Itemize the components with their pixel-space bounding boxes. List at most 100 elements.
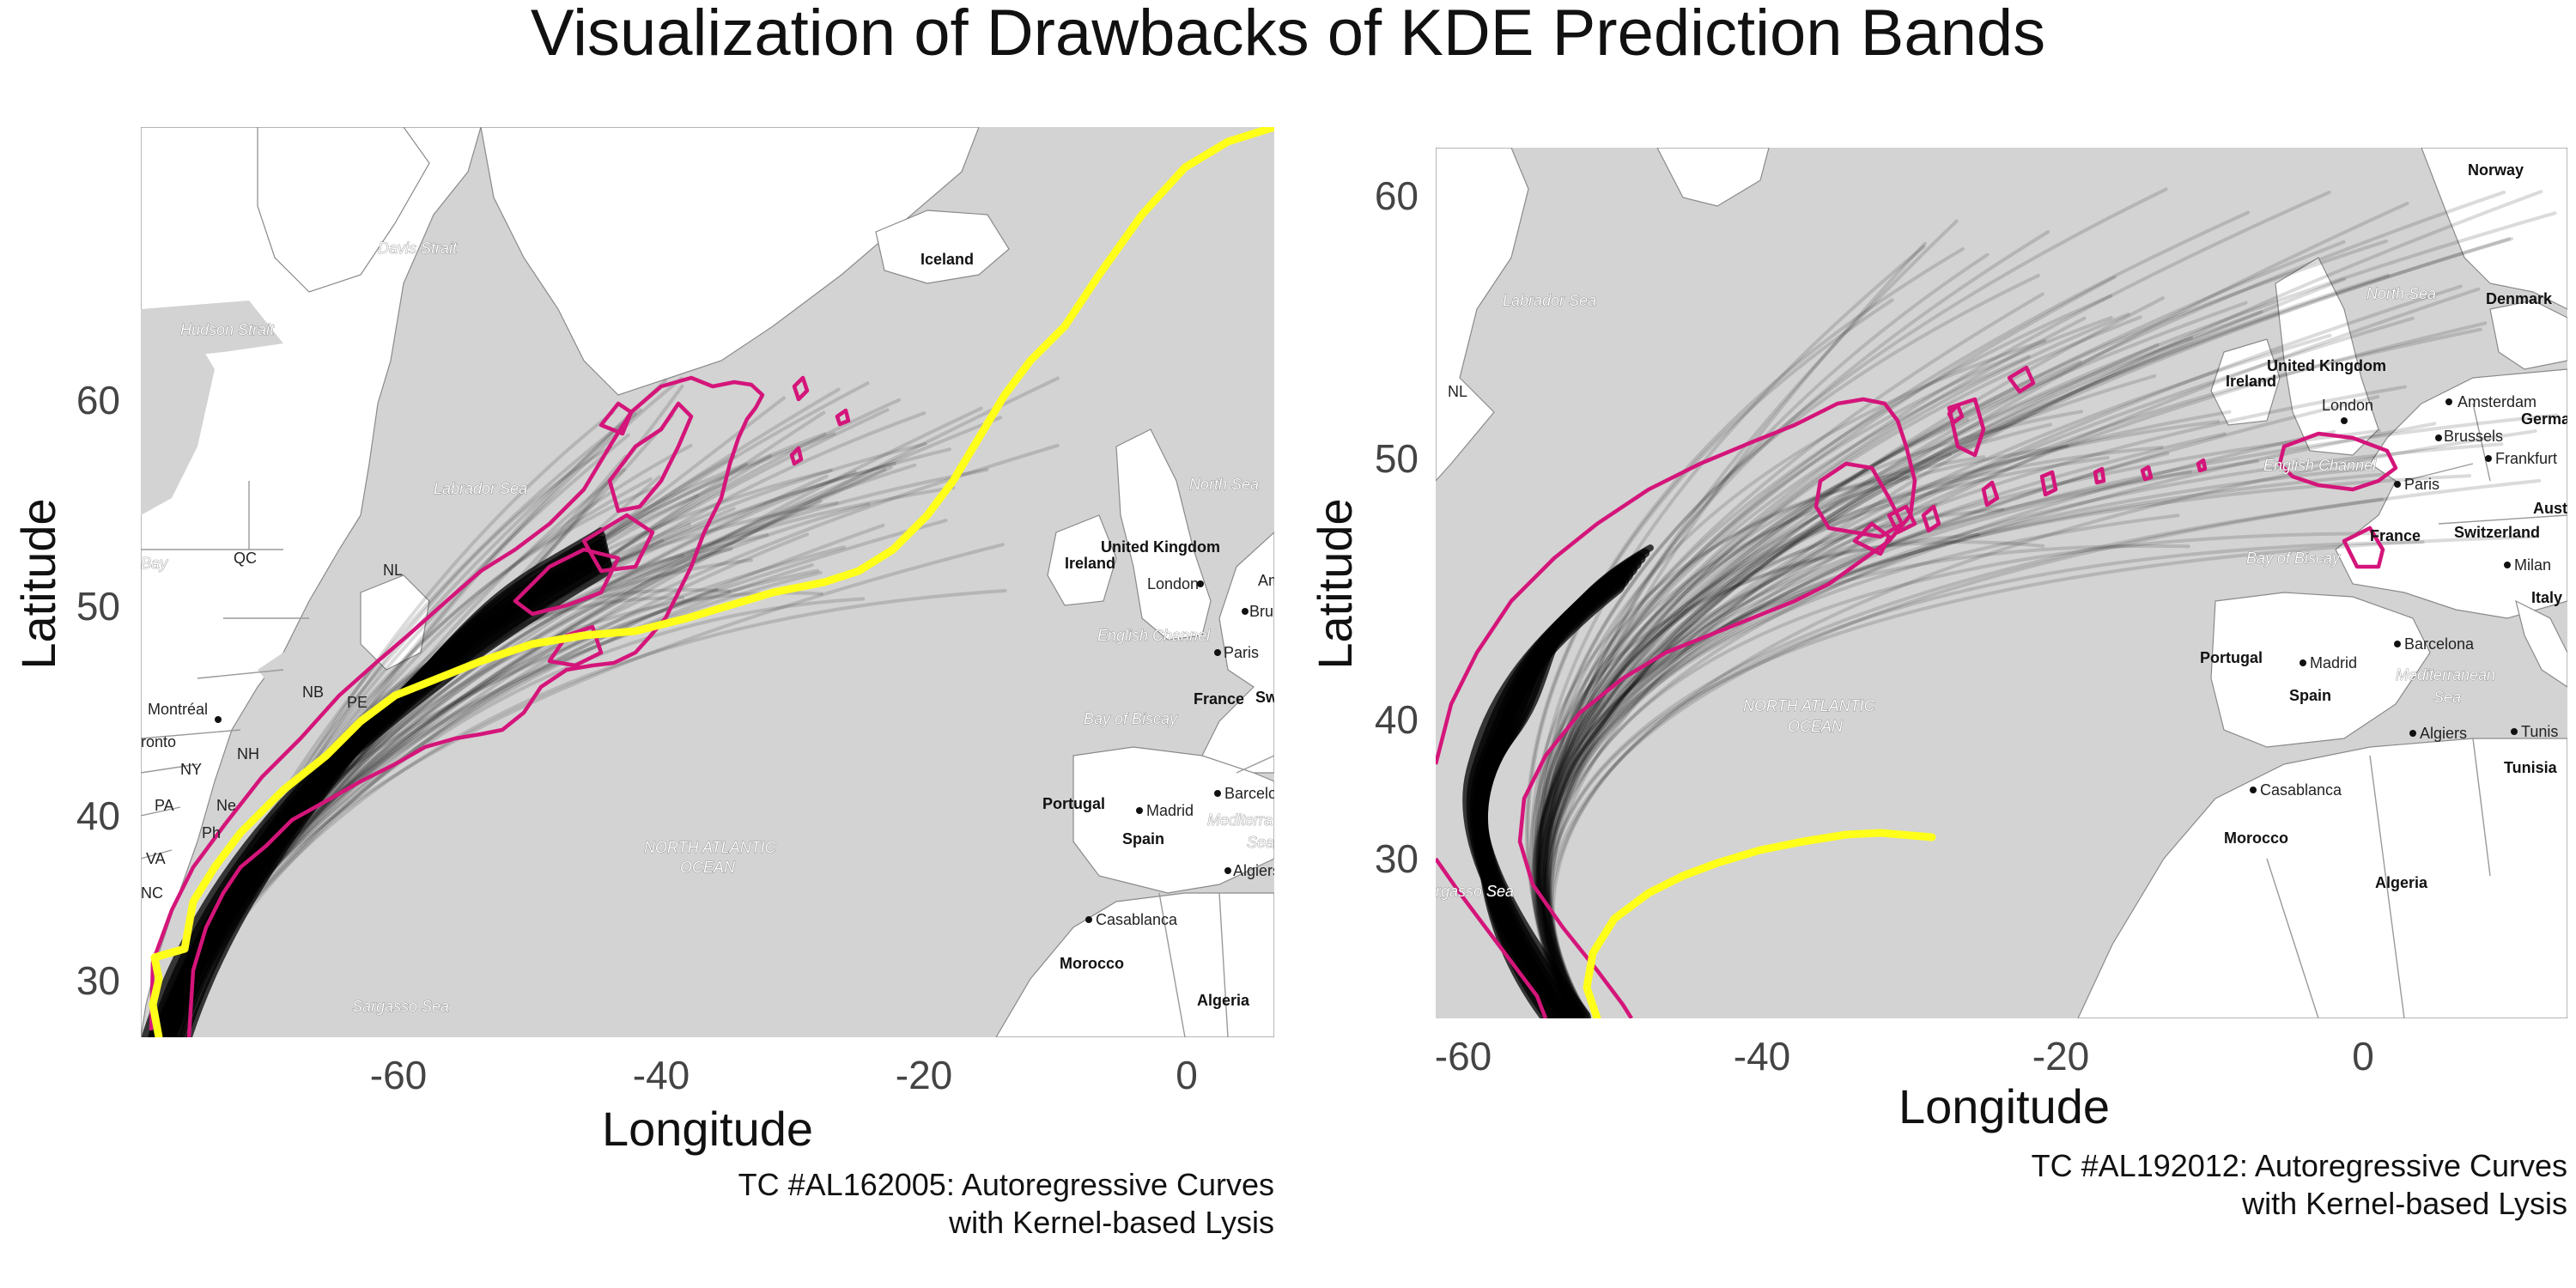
- label-france: France: [1194, 690, 1244, 708]
- right-land-denmark: [2489, 300, 2567, 370]
- left-x-tick-neg60: -60: [370, 1053, 427, 1097]
- right-ensemble-curve: [1536, 275, 2117, 1018]
- r-label-france: France: [2370, 527, 2421, 544]
- right-ensemble-curve: [1550, 190, 2506, 1018]
- r-label-north-sea: North Sea: [2366, 285, 2436, 302]
- right-ensemble-core: [1477, 544, 1654, 1018]
- label-ireland: Ireland: [1065, 555, 1115, 572]
- r-label-italy: Italy: [2531, 589, 2562, 606]
- right-y-axis-title: Latitude: [1308, 498, 1362, 669]
- r-label-north-atlantic-2: OCEAN: [1788, 718, 1844, 735]
- r-dot-milan: [2504, 562, 2511, 568]
- right-land-greenland-tip: [1656, 148, 1770, 207]
- left-caption-line-2: with Kernel-based Lysis: [948, 1205, 1274, 1240]
- right-ensemble-curve: [1537, 444, 2069, 1016]
- right-ensemble-curve: [1536, 385, 2407, 1016]
- right-ensemble-curve: [1542, 442, 2504, 1018]
- right-ensemble-curve: [1540, 252, 1990, 1018]
- right-y-tick-40: 40: [1375, 697, 1419, 742]
- right-ensemble-curve: [1534, 459, 2260, 1018]
- left-borders-na: [141, 481, 309, 860]
- r-label-sargasso: rgasso Sea: [1436, 883, 1514, 900]
- r-dot-madrid: [2300, 659, 2306, 666]
- right-ensemble-curve: [1534, 428, 2381, 1018]
- label-bru: Bru: [1249, 603, 1273, 620]
- r-label-denmark: Denmark: [2486, 290, 2553, 307]
- r-label-r-sea: Sea: [2433, 689, 2461, 706]
- right-ensemble-curve: [1530, 277, 2347, 1016]
- r-label-mediterranean: Mediterranean: [2396, 666, 2495, 683]
- left-x-tick-0: 0: [1176, 1053, 1198, 1097]
- right-ensemble-curves: [1462, 187, 2559, 1018]
- label-portugal: Portugal: [1042, 795, 1105, 812]
- right-caption-line-2: with Kernel-based Lysis: [2241, 1186, 2567, 1221]
- right-ensemble-curve: [1548, 429, 2537, 1016]
- right-kde-c9: [2093, 466, 2106, 485]
- dot-brussels: [1242, 608, 1249, 615]
- label-casablanca: Casablanca: [1096, 911, 1178, 928]
- label-sea: Sea: [1247, 834, 1274, 851]
- right-land-north-america: [1436, 148, 1529, 482]
- right-ensemble-curve: [1534, 355, 2031, 1018]
- r-label-milan: Milan: [2514, 556, 2551, 574]
- left-hudson-strait: [141, 301, 283, 361]
- r-label-spain: Spain: [2289, 687, 2331, 704]
- right-ensemble-curve: [1540, 432, 2227, 1018]
- right-ensemble-curve: [1546, 497, 2385, 1018]
- left-kde-main-contour: [149, 375, 765, 1037]
- label-sargasso-sea: Sargasso Sea: [352, 998, 449, 1015]
- left-kde-contour-8: [581, 513, 655, 574]
- label-mediterra: Mediterra: [1207, 811, 1273, 829]
- right-y-tick-60: 60: [1375, 173, 1419, 218]
- left-x-tick-neg20: -20: [896, 1053, 952, 1097]
- r-label-north-atlantic-1: NORTH ATLANTIC: [1743, 697, 1876, 714]
- right-ensemble-curve: [1526, 298, 1894, 1018]
- r-dot-barcelona: [2394, 641, 2401, 647]
- left-gulf-st-lawrence: [258, 635, 352, 713]
- label-north-atlantic-2: OCEAN: [680, 859, 736, 876]
- left-map-canvas: Davis Strait Hudson Strait Iceland Labra…: [141, 127, 1279, 1037]
- label-bay-of-biscay: Bay of Biscay: [1084, 710, 1178, 727]
- label-sw: Sw: [1255, 689, 1279, 706]
- right-ensemble-curve: [1532, 472, 2385, 1018]
- right-ensemble-curve: [1544, 316, 2415, 1017]
- r-label-brussels: Brussels: [2444, 428, 2503, 445]
- label-davis-strait: Davis Strait: [378, 240, 458, 257]
- right-ensemble-curve: [1533, 210, 2251, 1018]
- right-kde-c7: [1981, 480, 2000, 507]
- label-ne: Ne: [216, 797, 236, 814]
- right-ensemble-curve: [1542, 230, 2050, 1018]
- right-ensemble-curve: [1539, 187, 2168, 1018]
- right-ensemble-curve: [1535, 201, 2409, 1018]
- left-y-tick-40: 40: [76, 793, 120, 838]
- left-kde-contour-2: [607, 401, 694, 513]
- label-pa: PA: [155, 797, 174, 814]
- left-land-iberia: [1072, 746, 1274, 894]
- left-kde-contour-7: [789, 446, 804, 466]
- label-united-kingdom: United Kingdom: [1101, 538, 1220, 556]
- right-ensemble-curve: [1548, 190, 2543, 1016]
- r-label-morocco: Morocco: [2224, 829, 2288, 847]
- r-label-amsterdam: Amsterdam: [2458, 393, 2537, 410]
- left-land-ireland: [1047, 514, 1117, 606]
- right-x-tick-neg40: -40: [1734, 1034, 1790, 1078]
- left-y-tick-30: 30: [76, 958, 120, 1003]
- right-ensemble-curve: [1534, 240, 2346, 1017]
- r-label-madrid: Madrid: [2310, 654, 2357, 671]
- dot-algiers: [1224, 867, 1231, 874]
- right-ensemble-curve: [1542, 410, 2084, 1018]
- right-ensemble-curve: [1547, 273, 2390, 1016]
- r-dot-tunis: [2511, 728, 2518, 735]
- label-english-channel: English Channel: [1097, 627, 1211, 644]
- right-kde-c4: [2007, 365, 2036, 394]
- right-x-tick-neg20: -20: [2032, 1034, 2089, 1078]
- right-ensemble-curve: [1534, 245, 1926, 1018]
- r-label-aust: Aust: [2533, 500, 2567, 517]
- r-label-united-kingdom: United Kingdom: [2267, 357, 2386, 374]
- r-label-paris: Paris: [2404, 476, 2439, 493]
- right-y-ticks: 60 50 40 30: [1375, 173, 1419, 881]
- right-x-axis-title: Longitude: [1899, 1079, 2110, 1133]
- r-label-labrador-sea: Labrador Sea: [1503, 292, 1596, 309]
- left-kde-contour-5: [792, 375, 810, 402]
- left-land-north-america: [141, 127, 482, 1037]
